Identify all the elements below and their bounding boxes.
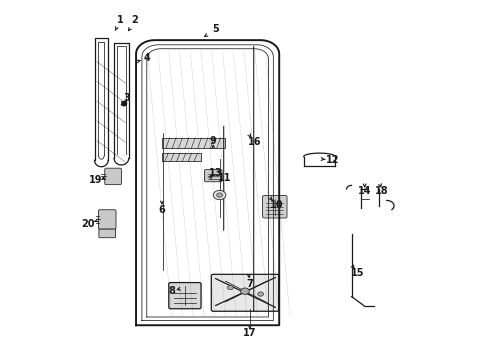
Text: 5: 5 (212, 24, 219, 35)
FancyBboxPatch shape (263, 195, 287, 218)
Text: 7: 7 (246, 279, 253, 289)
Text: 17: 17 (243, 328, 257, 338)
Circle shape (241, 288, 249, 294)
FancyBboxPatch shape (169, 283, 201, 309)
Circle shape (217, 193, 222, 197)
FancyBboxPatch shape (99, 229, 116, 238)
Text: 3: 3 (123, 93, 130, 103)
FancyBboxPatch shape (162, 153, 201, 161)
Text: 6: 6 (159, 206, 165, 216)
Text: 19: 19 (89, 175, 103, 185)
Text: 9: 9 (210, 136, 217, 145)
Circle shape (258, 292, 264, 296)
Text: 20: 20 (81, 219, 95, 229)
FancyBboxPatch shape (98, 210, 116, 229)
FancyBboxPatch shape (204, 170, 222, 182)
Text: 11: 11 (218, 173, 231, 183)
FancyBboxPatch shape (162, 138, 225, 148)
Text: 4: 4 (144, 53, 150, 63)
FancyBboxPatch shape (105, 168, 122, 185)
Text: 14: 14 (358, 186, 371, 196)
Text: 15: 15 (351, 268, 364, 278)
Text: 8: 8 (168, 286, 175, 296)
Text: 1: 1 (117, 15, 124, 26)
Circle shape (227, 285, 233, 290)
Text: 16: 16 (248, 138, 262, 147)
Text: 10: 10 (270, 200, 284, 210)
Bar (122, 101, 126, 105)
Text: 13: 13 (209, 168, 222, 178)
Text: 18: 18 (375, 186, 389, 196)
Text: 2: 2 (132, 15, 139, 26)
Circle shape (213, 190, 226, 200)
Text: 12: 12 (326, 155, 340, 165)
FancyBboxPatch shape (211, 274, 279, 311)
